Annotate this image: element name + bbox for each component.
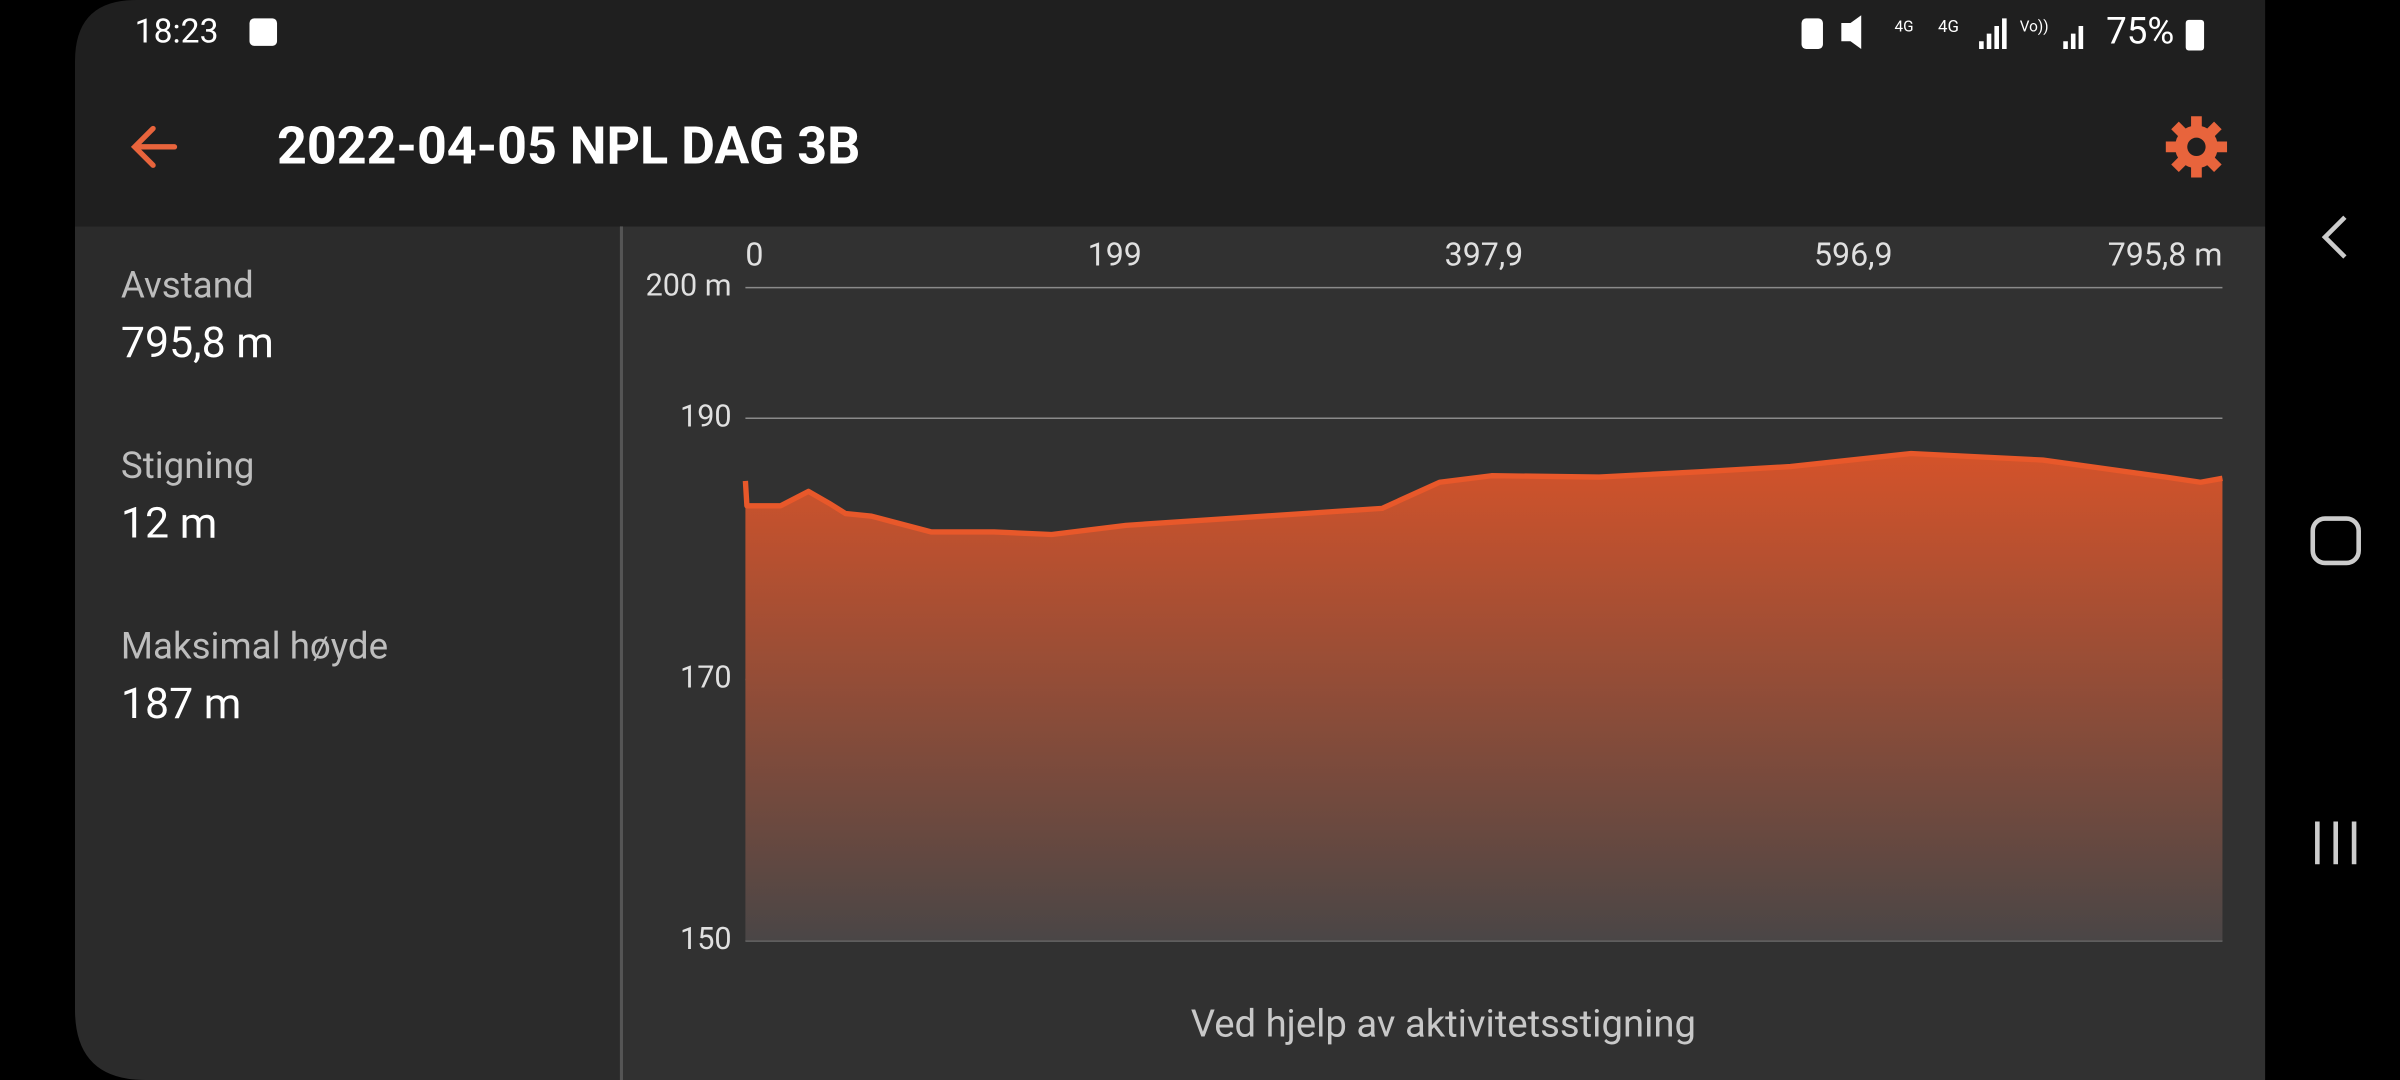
back-button[interactable] xyxy=(130,125,178,168)
app-bar xyxy=(75,0,2266,227)
stat-value: 12 m xyxy=(121,499,217,549)
x-tick-label: 199 xyxy=(1088,235,1142,273)
x-tick-label: 0 xyxy=(745,235,763,273)
gallery-icon xyxy=(249,18,278,46)
stat-label: Maksimal høyde xyxy=(121,624,388,667)
y-tick-label: 190 xyxy=(680,399,732,434)
svg-text:4G: 4G xyxy=(1895,18,1914,36)
svg-text:Vo)): Vo)) xyxy=(2020,18,2049,36)
settings-button[interactable] xyxy=(2165,116,2228,178)
chart-caption: Ved hjelp av aktivitetsstigning xyxy=(1191,1003,1696,1047)
battery-percent: 75% xyxy=(2106,9,2174,52)
y-tick-label: 200 m xyxy=(646,269,732,304)
clock: 18:23 xyxy=(135,13,219,52)
status-icons: 4G 4G Vo)) xyxy=(1801,15,2205,51)
nav-home[interactable] xyxy=(2310,516,2361,566)
line xyxy=(742,450,2223,538)
y-tick-label: 170 xyxy=(680,661,732,696)
y-tick-label: 150 xyxy=(680,922,732,957)
stats: Avstand 795,8 m Stigning 12 m Maksimal høyde… xyxy=(121,263,388,729)
x-tick-label: 795,8 m xyxy=(2108,235,2223,273)
stats-panel xyxy=(75,226,622,1080)
stat-value: 795,8 m xyxy=(121,318,274,368)
x-tick-label: 397,9 xyxy=(1445,235,1524,273)
svg-text:4G: 4G xyxy=(1938,17,1959,37)
x-tick-label: 596,9 xyxy=(1814,235,1893,273)
stat-label: Avstand xyxy=(121,263,254,306)
stat-value: 187 m xyxy=(121,679,241,729)
chart: 150 170 190 200 m 0 199 397,9 596,9 795,8 m xyxy=(646,235,2223,957)
nav-back[interactable] xyxy=(2321,215,2347,259)
title: 2022-04-05 NPL DAG 3B xyxy=(277,116,860,177)
nav-recents[interactable] xyxy=(2315,821,2357,865)
area-fill xyxy=(745,453,2223,941)
stat-label: Stigning xyxy=(121,444,255,487)
